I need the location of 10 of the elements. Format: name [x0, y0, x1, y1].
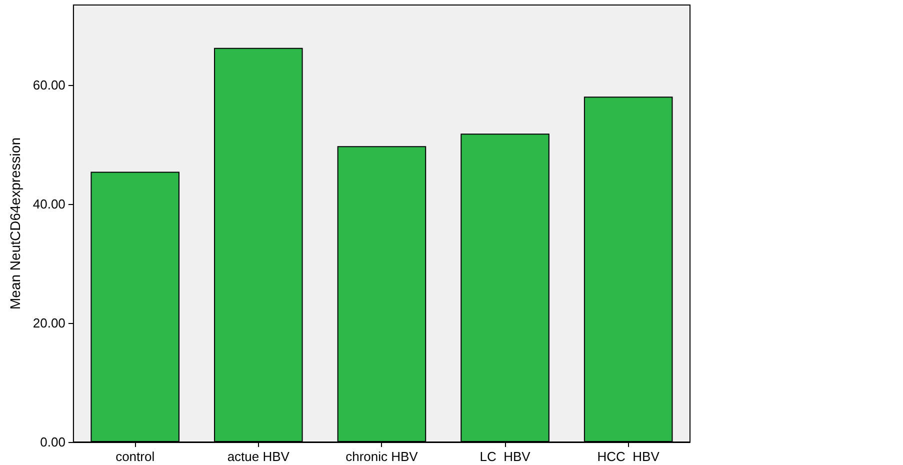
x-tick-label: chronic HBV [346, 449, 418, 464]
x-tick-label: LC HBV [480, 449, 531, 464]
y-tick-label: 20.00 [32, 315, 66, 330]
y-tick-label: 40.00 [32, 196, 66, 212]
x-tick-label: HCC HBV [597, 449, 660, 464]
y-axis-title: Mean NeutCD64expression [7, 138, 23, 310]
x-tick-label: control [116, 449, 155, 464]
x-tick-label: actue HBV [227, 449, 290, 464]
y-tick-label: 60.00 [32, 77, 66, 92]
y-tick-label: 0.00 [40, 434, 66, 450]
